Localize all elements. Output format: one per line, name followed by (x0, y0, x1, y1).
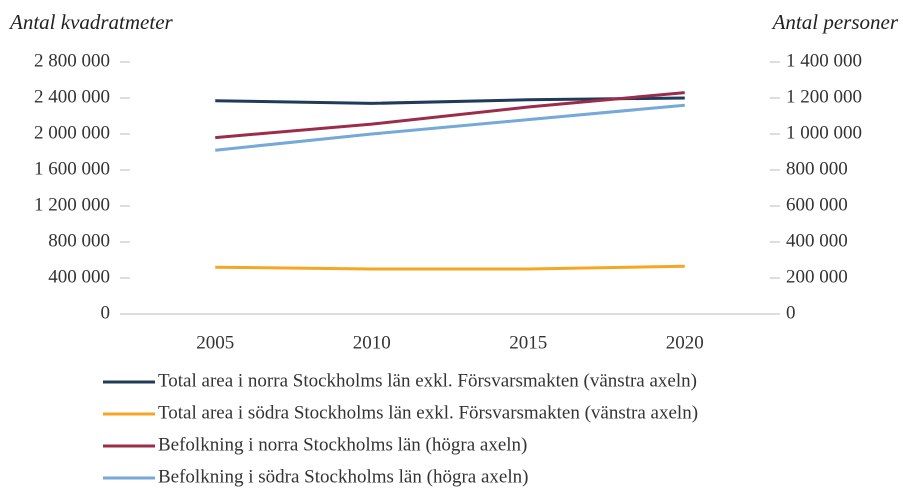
x-tick-label: 2015 (509, 332, 547, 353)
y2-axis-title: Antal personer (771, 10, 899, 34)
y2-tick-label: 1 400 000 (786, 50, 862, 71)
y-axis-title: Antal kvadratmeter (8, 10, 174, 34)
y-tick-label: 1 600 000 (34, 158, 110, 179)
y-tick-label: 400 000 (48, 266, 110, 287)
y2-tick-label: 1 200 000 (786, 86, 862, 107)
series-line (215, 103, 685, 152)
legend-label: Total area i norra Stockholms län exkl. … (158, 370, 697, 391)
legend-label: Befolkning i norra Stockholms län (högra… (158, 434, 527, 455)
x-tick-label: 2010 (353, 332, 391, 353)
y2-tick-label: 800 000 (786, 158, 848, 179)
y2-tick-label: 200 000 (786, 266, 848, 287)
y-tick-label: 2 800 000 (34, 50, 110, 71)
y-tick-label: 1 200 000 (34, 194, 110, 215)
y2-tick-label: 0 (786, 302, 796, 323)
legend-label: Befolkning i södra Stockholms län (högra… (158, 466, 528, 487)
x-tick-label: 2005 (196, 332, 234, 353)
y2-tick-label: 1 000 000 (786, 122, 862, 143)
series-line (215, 91, 685, 140)
y-tick-label: 0 (101, 302, 111, 323)
y-tick-label: 2 400 000 (34, 86, 110, 107)
x-tick-label: 2020 (666, 332, 704, 353)
y-tick-label: 2 000 000 (34, 122, 110, 143)
y2-tick-label: 600 000 (786, 194, 848, 215)
y2-tick-label: 400 000 (786, 230, 848, 251)
y-tick-label: 800 000 (48, 230, 110, 251)
legend-label: Total area i södra Stockholms län exkl. … (158, 402, 698, 423)
series-line (215, 264, 685, 271)
